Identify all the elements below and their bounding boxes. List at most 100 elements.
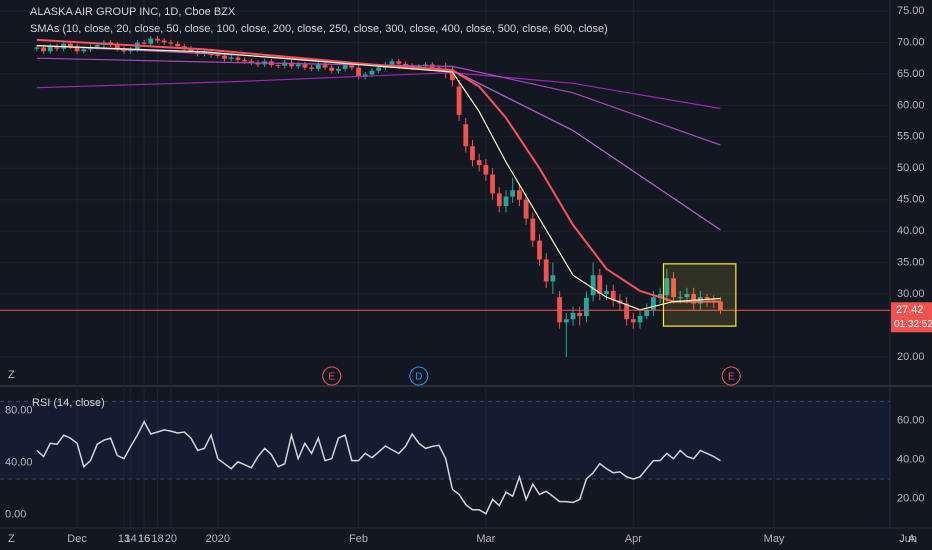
candle-body bbox=[275, 65, 281, 67]
candle-body bbox=[490, 174, 495, 194]
candle-body bbox=[188, 48, 194, 52]
price-label-bg bbox=[891, 302, 932, 333]
candle-body bbox=[570, 312, 576, 320]
candle-body bbox=[644, 309, 650, 317]
x-tick-label: Apr bbox=[625, 533, 642, 545]
candle-body bbox=[630, 319, 636, 323]
rsi-y-tick-label: 60.00 bbox=[897, 415, 925, 427]
candle-body bbox=[336, 68, 341, 71]
corner-icon[interactable]: Z bbox=[8, 533, 15, 545]
candle-body bbox=[691, 294, 697, 304]
rsi-title: RSI (14, close) bbox=[32, 397, 105, 409]
candle-body bbox=[651, 297, 656, 310]
candle-body bbox=[282, 62, 288, 66]
candle-body bbox=[543, 259, 549, 282]
y-tick-label: 60.00 bbox=[897, 99, 925, 111]
y-tick-label: 20.00 bbox=[897, 351, 925, 363]
candle-body bbox=[557, 297, 563, 323]
x-tick-label: 13 bbox=[118, 533, 130, 545]
x-tick-label: Feb bbox=[349, 533, 368, 545]
candle-body bbox=[604, 290, 609, 295]
candle-body bbox=[302, 64, 308, 68]
candle-body bbox=[369, 70, 375, 75]
candle-body bbox=[496, 193, 502, 206]
candle-body bbox=[456, 86, 462, 115]
candle-body bbox=[235, 57, 241, 61]
candle-body bbox=[242, 60, 248, 62]
candle-body bbox=[141, 42, 147, 44]
candle-body bbox=[389, 61, 395, 65]
x-tick-label: Mar bbox=[476, 533, 495, 545]
countdown-label: 01:32:52 bbox=[894, 319, 932, 330]
event-label: E bbox=[328, 372, 335, 383]
candle-body bbox=[114, 44, 120, 49]
x-tick-label: 18 bbox=[151, 533, 163, 545]
candle-body bbox=[664, 278, 670, 296]
auto-scale-button[interactable]: A bbox=[908, 533, 916, 545]
sma-line bbox=[36, 57, 721, 146]
candle-body bbox=[577, 312, 583, 317]
event-label: E bbox=[728, 372, 735, 383]
candle-body bbox=[148, 38, 154, 44]
candle-body bbox=[295, 64, 301, 67]
y-tick-label: 75.00 bbox=[897, 5, 925, 17]
rsi-left-tick-label: 40.00 bbox=[5, 457, 33, 469]
candle-body bbox=[503, 196, 509, 206]
candle-body bbox=[349, 65, 355, 68]
candle-body bbox=[657, 294, 663, 298]
rsi-line bbox=[36, 420, 721, 515]
candle-body bbox=[94, 44, 100, 47]
candle-body bbox=[215, 55, 221, 57]
candle-body bbox=[483, 165, 489, 175]
candle-body bbox=[403, 63, 408, 66]
candle-body bbox=[550, 275, 556, 282]
candle-body bbox=[315, 64, 321, 69]
candle-body bbox=[34, 47, 40, 49]
candle-body bbox=[41, 47, 46, 52]
rsi-left-tick-label: 0.00 bbox=[5, 509, 26, 521]
candle-body bbox=[342, 65, 348, 69]
candle-body bbox=[329, 67, 335, 71]
candle-body bbox=[597, 275, 603, 295]
candle-body bbox=[537, 240, 542, 260]
candle-body bbox=[67, 43, 73, 47]
candle-body bbox=[376, 67, 382, 71]
candle-body bbox=[47, 46, 53, 52]
x-tick-label: Dec bbox=[67, 533, 87, 545]
candle-body bbox=[624, 303, 630, 320]
candle-body bbox=[74, 46, 80, 52]
candle-body bbox=[684, 294, 690, 298]
candle-body bbox=[449, 72, 455, 81]
event-marker bbox=[322, 366, 342, 386]
candle-body bbox=[590, 275, 596, 296]
chart-title: ALASKA AIR GROUP INC, 1D, Cboe BZX bbox=[30, 6, 236, 18]
candle-body bbox=[563, 319, 569, 323]
x-tick-label: 20 bbox=[165, 533, 177, 545]
candle-body bbox=[396, 61, 402, 64]
rectangle-drawing bbox=[662, 263, 737, 327]
candle-body bbox=[476, 160, 482, 166]
y-tick-label: 65.00 bbox=[897, 68, 925, 80]
candle-body bbox=[637, 316, 643, 323]
candle-body bbox=[54, 46, 60, 49]
event-label: D bbox=[415, 372, 422, 383]
candle-body bbox=[161, 40, 167, 43]
candle-body bbox=[222, 55, 227, 59]
corner-icon[interactable]: Z bbox=[8, 369, 15, 381]
event-marker bbox=[721, 366, 741, 386]
y-tick-label: 45.00 bbox=[897, 194, 925, 206]
candle-body bbox=[463, 124, 469, 147]
candle-body bbox=[704, 297, 710, 301]
candle-body bbox=[610, 290, 616, 301]
x-tick-label: 16 bbox=[138, 533, 150, 545]
candle-body bbox=[510, 190, 516, 197]
candle-body bbox=[81, 49, 87, 52]
x-tick-label: 2020 bbox=[206, 533, 230, 545]
y-tick-label: 35.00 bbox=[897, 257, 925, 269]
candle-body bbox=[584, 297, 589, 317]
x-tick-label: 14 bbox=[125, 533, 137, 545]
x-tick-label: 16 bbox=[138, 533, 150, 545]
candle-body bbox=[289, 62, 294, 67]
candle-body bbox=[228, 57, 234, 59]
